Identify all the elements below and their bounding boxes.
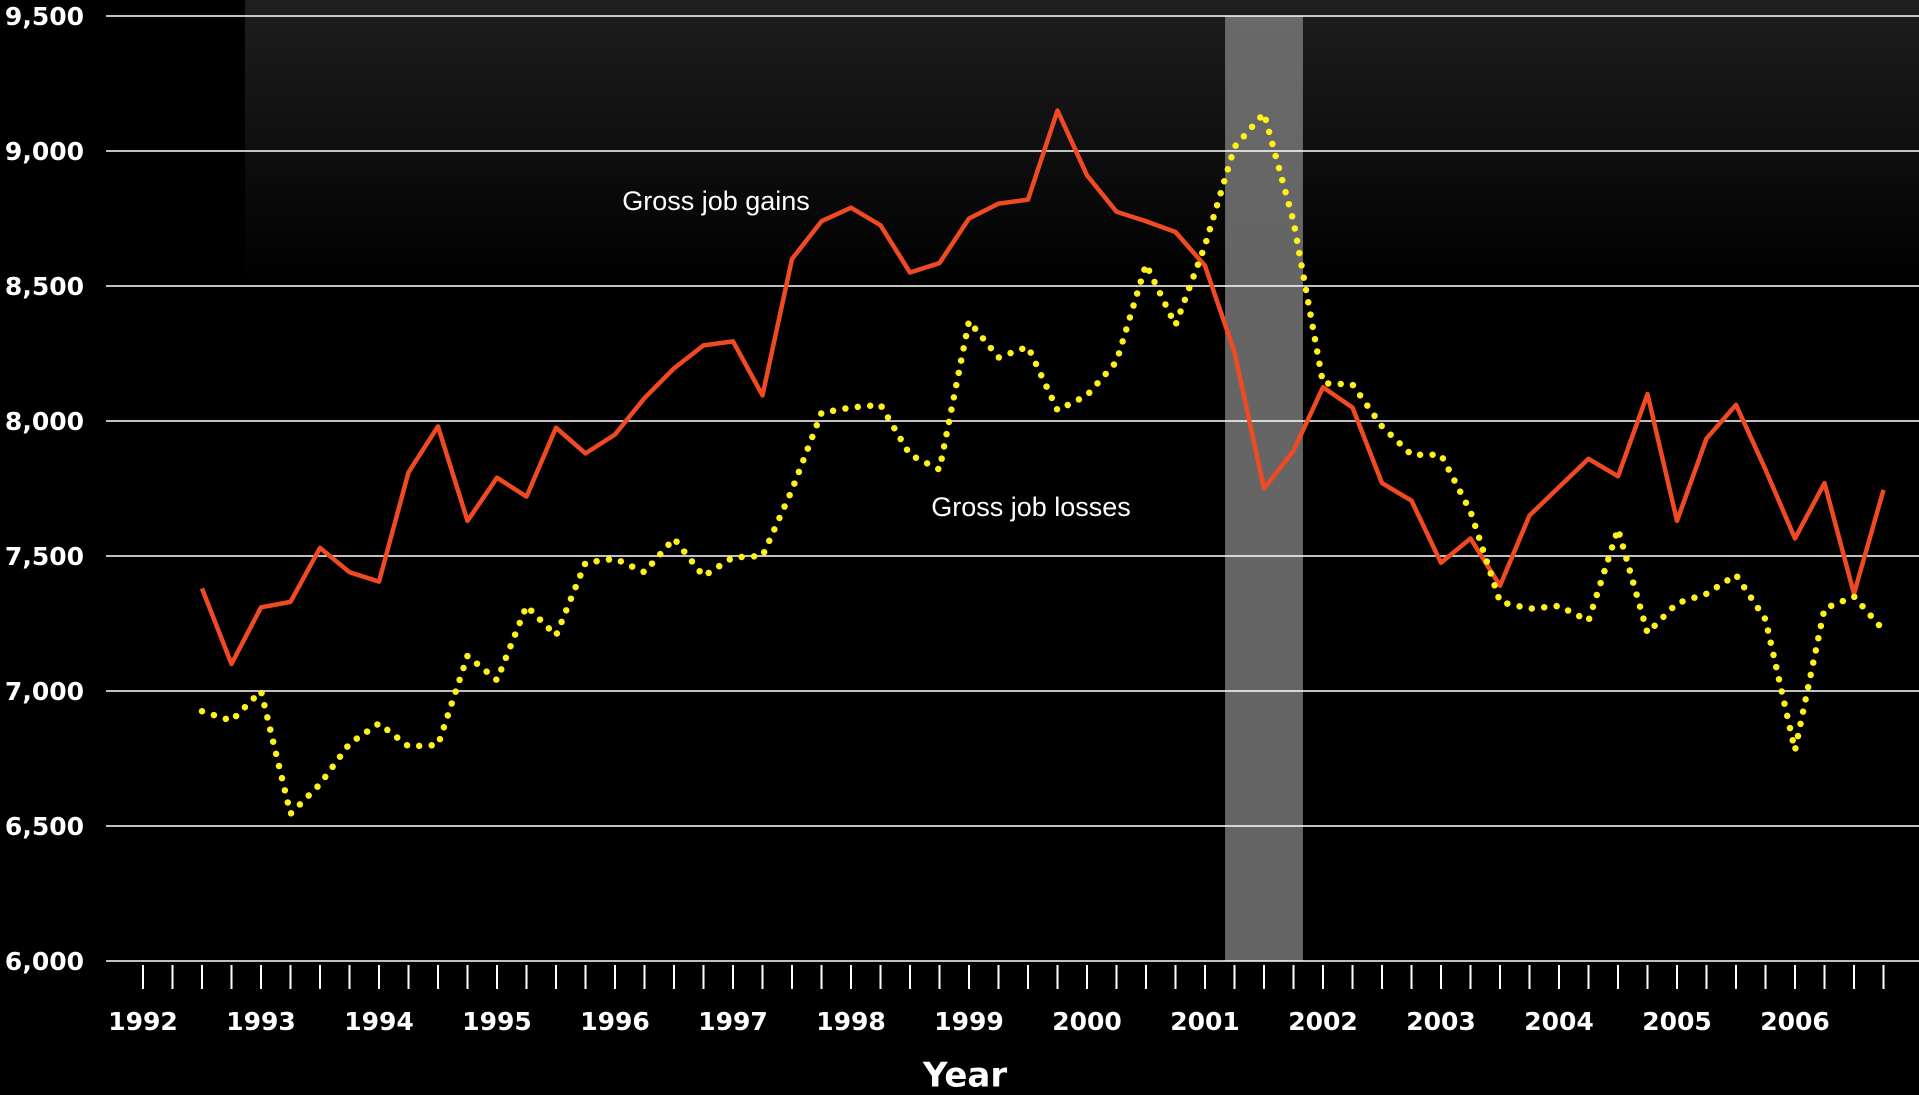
x-tick-label: 1997 <box>698 1007 768 1036</box>
x-tick-label: 1992 <box>108 1007 178 1036</box>
series-label: Gross job gains <box>622 186 810 216</box>
series-label: Gross job losses <box>931 492 1131 522</box>
y-tick-label: 8,000 <box>5 407 84 436</box>
background-photo <box>245 0 1919 285</box>
x-tick-label: 1998 <box>816 1007 886 1036</box>
x-tick-label: 2002 <box>1288 1007 1358 1036</box>
x-tick-label: 2001 <box>1170 1007 1240 1036</box>
y-tick-label: 6,500 <box>5 812 84 841</box>
y-tick-label: 7,000 <box>5 677 84 706</box>
y-tick-label: 8,500 <box>5 272 84 301</box>
x-tick-label: 1995 <box>462 1007 532 1036</box>
x-tick-label: 1994 <box>344 1007 414 1036</box>
x-tick-label: 2005 <box>1642 1007 1712 1036</box>
y-tick-label: 9,500 <box>5 2 84 31</box>
x-tick-label: 1999 <box>934 1007 1004 1036</box>
x-tick-label: 1993 <box>226 1007 296 1036</box>
x-tick-label: 2003 <box>1406 1007 1476 1036</box>
x-tick-label: 2000 <box>1052 1007 1122 1036</box>
y-tick-label: 6,000 <box>5 947 84 976</box>
y-tick-label: 7,500 <box>5 542 84 571</box>
series-line <box>199 108 1886 667</box>
x-tick-label: 2004 <box>1524 1007 1594 1036</box>
y-tick-label: 9,000 <box>5 137 84 166</box>
x-tick-label: 1996 <box>580 1007 650 1036</box>
x-axis-label: Year <box>922 1056 1008 1095</box>
x-tick-label: 2006 <box>1760 1007 1830 1036</box>
